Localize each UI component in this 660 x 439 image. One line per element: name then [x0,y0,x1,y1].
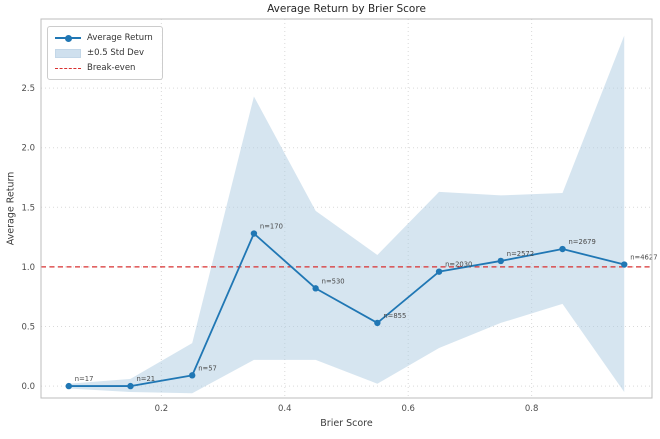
data-point-marker [621,261,628,268]
point-annotation: n=21 [136,375,155,383]
data-point-marker [127,382,134,390]
x-tick-label: 0.6 [401,404,415,414]
line-marker-icon [55,33,81,43]
point-annotation: n=2572 [507,250,534,258]
band-swatch-icon [55,48,81,58]
std-dev-band [68,35,625,394]
y-tick-label: 2.0 [21,144,35,154]
y-tick-label: 0.5 [21,322,35,332]
x-tick-label: 0.4 [278,404,292,414]
legend-item-average-return: Average Return [55,32,153,44]
y-tick-label: 2.5 [21,84,35,94]
x-tick-label: 0.8 [525,404,539,414]
legend-item-break-even: Break-even [55,62,153,74]
chart-title: Average Return by Brier Score [267,3,426,15]
data-point-marker [497,257,504,265]
data-point-marker [312,285,319,292]
data-point-marker [65,382,72,390]
data-point-marker [374,319,381,327]
y-tick-label: 1.5 [21,203,35,213]
y-tick-label: 0.0 [21,382,35,392]
dashed-line-icon [55,63,81,73]
legend: Average Return ±0.5 Std Dev Break-even [47,26,163,80]
x-axis-label: Brier Score [320,418,373,429]
average-return-line [68,232,625,387]
point-annotation: n=17 [75,375,94,383]
point-annotation: n=57 [198,364,217,372]
point-annotation: n=2679 [569,238,596,246]
data-point-marker [435,268,443,275]
plot-border [40,18,653,399]
legend-item-std-dev: ±0.5 Std Dev [55,47,153,59]
point-annotation: n=170 [260,223,283,231]
y-tick-label: 1.0 [21,263,35,273]
point-annotation: n=4627 [630,254,657,262]
point-annotation: n=855 [383,312,406,320]
point-annotation: n=530 [322,277,345,285]
x-tick-label: 0.2 [155,404,169,414]
data-point-marker [189,372,196,379]
legend-label: ±0.5 Std Dev [87,48,144,58]
data-point-marker [250,230,258,237]
legend-label: Average Return [87,33,153,43]
data-point-marker [559,245,566,253]
legend-label: Break-even [87,63,136,73]
point-annotation: n=2030 [445,261,472,269]
y-axis-label: Average Return [5,171,17,246]
